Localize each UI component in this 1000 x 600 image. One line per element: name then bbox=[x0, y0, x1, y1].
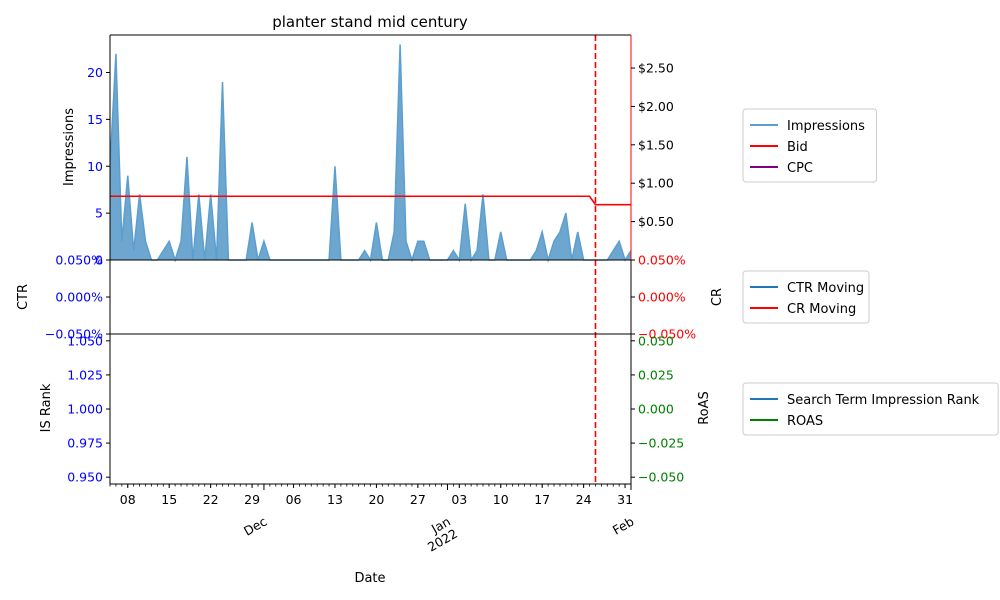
impressions-axis-tick-label: 10 bbox=[87, 159, 103, 174]
is-rank-axis-tick-label: 0.975 bbox=[67, 436, 103, 451]
bid-axis-tick-label: $2.50 bbox=[638, 61, 674, 76]
impressions-axis-tick-label: 20 bbox=[87, 65, 103, 80]
x-day-tick-label: 31 bbox=[617, 492, 633, 507]
cr-axis-tick-label: 0.050% bbox=[638, 253, 686, 268]
legend-label: Search Term Impression Rank bbox=[787, 393, 980, 408]
legend-label: Bid bbox=[787, 140, 808, 155]
roas-axis-tick-label: 0.050 bbox=[638, 333, 674, 348]
bottom-left-y-axis-label: IS Rank bbox=[39, 383, 54, 432]
legend-label: ROAS bbox=[787, 414, 823, 429]
x-day-tick-label: 08 bbox=[120, 492, 136, 507]
x-month-tick-label-group: Jan2022 bbox=[418, 514, 460, 555]
x-day-tick-label: 29 bbox=[244, 492, 260, 507]
x-month-tick-label-group: Feb bbox=[610, 514, 637, 538]
bottom-right-y-axis-label: RoAS bbox=[697, 391, 712, 425]
is-rank-axis-tick-label: 1.025 bbox=[67, 367, 103, 382]
top-y-axis-label: Impressions bbox=[62, 108, 77, 186]
roas-axis-tick-label: −0.050 bbox=[638, 470, 684, 485]
impressions-axis-tick-label: 15 bbox=[87, 112, 103, 127]
x-axis-label: Date bbox=[354, 571, 385, 586]
bid-axis-tick-label: $2.00 bbox=[638, 99, 674, 114]
is-rank-axis-tick-label: 1.050 bbox=[67, 333, 103, 348]
x-day-tick-label: 15 bbox=[161, 492, 177, 507]
is-rank-axis-tick-label: 0.950 bbox=[67, 470, 103, 485]
x-month-tick-label: Dec bbox=[241, 514, 270, 539]
middle-right-y-axis-label: CR bbox=[710, 288, 725, 306]
bid-axis-tick-label: $0.50 bbox=[638, 214, 674, 229]
impressions-axis-tick-label: 0 bbox=[95, 253, 103, 268]
cr-axis-tick-label: −0.050% bbox=[638, 327, 696, 342]
x-day-tick-label: 10 bbox=[493, 492, 509, 507]
legend-box-1 bbox=[742, 108, 878, 183]
bid-line bbox=[110, 195, 631, 206]
impressions-axis-tick-label: 5 bbox=[95, 206, 103, 221]
legend-label: Impressions bbox=[787, 119, 865, 134]
x-day-tick-label: 17 bbox=[534, 492, 550, 507]
x-month-tick-label-group: Dec bbox=[241, 514, 270, 539]
x-day-tick-label: 20 bbox=[368, 492, 384, 507]
x-day-tick-label: 03 bbox=[451, 492, 467, 507]
cr-axis-tick-label: 0.000% bbox=[638, 290, 686, 305]
ctr-axis-tick-label: 0.050% bbox=[55, 253, 103, 268]
is-rank-axis-tick-label: 1.000 bbox=[67, 402, 103, 417]
ctr-axis-tick-label: 0.000% bbox=[55, 290, 103, 305]
legend-label: CR Moving bbox=[787, 302, 856, 317]
x-day-tick-label: 06 bbox=[286, 492, 302, 507]
legend-label: CPC bbox=[787, 161, 813, 176]
x-day-tick-label: 27 bbox=[410, 492, 426, 507]
middle-left-y-axis-label: CTR bbox=[16, 284, 31, 310]
roas-axis-tick-label: 0.025 bbox=[638, 367, 674, 382]
bid-axis-tick-label: $1.00 bbox=[638, 176, 674, 191]
legend-box-3 bbox=[742, 382, 999, 436]
bid-axis-tick-label: $1.50 bbox=[638, 137, 674, 152]
chart-title: planter stand mid century bbox=[272, 13, 468, 31]
x-day-tick-label: 24 bbox=[576, 492, 592, 507]
ctr-axis-tick-label: −0.050% bbox=[45, 327, 103, 342]
impressions-area bbox=[110, 44, 631, 260]
roas-axis-tick-label: −0.025 bbox=[638, 436, 684, 451]
legend-box-2 bbox=[742, 270, 870, 324]
x-day-tick-label: 13 bbox=[327, 492, 343, 507]
roas-axis-tick-label: 0.000 bbox=[638, 402, 674, 417]
x-month-tick-label: Feb bbox=[610, 514, 637, 538]
x-day-tick-label: 22 bbox=[203, 492, 219, 507]
legend-label: CTR Moving bbox=[787, 281, 864, 296]
x-month-tick-label: Jan2022 bbox=[418, 514, 460, 555]
